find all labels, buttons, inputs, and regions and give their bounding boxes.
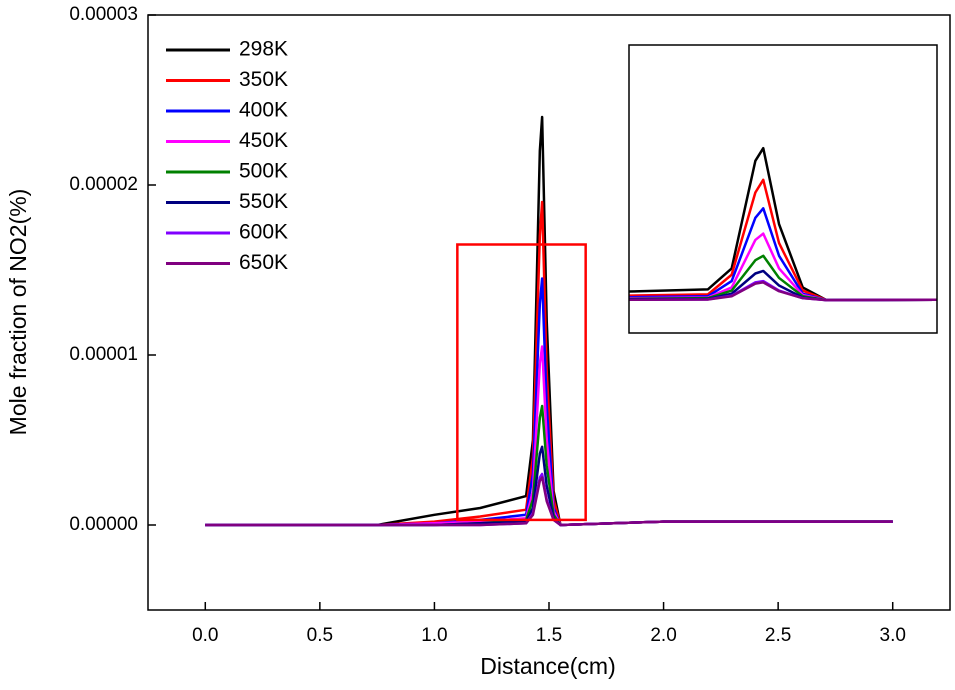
y-tick-label: 0.00002 bbox=[69, 174, 138, 195]
legend-label: 350K bbox=[239, 68, 288, 91]
legend-label: 550K bbox=[239, 190, 288, 213]
legend-label: 600K bbox=[239, 221, 288, 244]
y-tick-label: 0.00003 bbox=[69, 4, 138, 25]
inset-frame bbox=[628, 44, 938, 334]
y-axis-title: Mole fraction of NO2(%) bbox=[5, 189, 31, 436]
y-tick-label: 0.00001 bbox=[69, 344, 138, 365]
x-tick-label: 0.0 bbox=[192, 625, 218, 646]
inset-lines bbox=[629, 146, 937, 302]
legend-label: 450K bbox=[239, 129, 288, 152]
y-tick-label: 0.00000 bbox=[69, 514, 138, 535]
inset-line bbox=[629, 254, 937, 302]
x-tick-label: 0.5 bbox=[307, 625, 333, 646]
x-tick-label: 2.5 bbox=[765, 625, 791, 646]
inset-line bbox=[629, 146, 937, 302]
inset-line bbox=[629, 178, 937, 302]
inset-line bbox=[629, 207, 937, 302]
x-axis-title: Distance(cm) bbox=[480, 653, 615, 679]
inset-line bbox=[629, 281, 937, 302]
x-tick-label: 1.0 bbox=[421, 625, 447, 646]
x-tick-label: 3.0 bbox=[880, 625, 906, 646]
x-tick-label: 1.5 bbox=[536, 625, 562, 646]
inset-line bbox=[629, 269, 937, 302]
legend-label: 650K bbox=[239, 251, 288, 274]
inset-background bbox=[629, 45, 937, 333]
x-tick-label: 2.0 bbox=[650, 625, 676, 646]
legend-label: 298K bbox=[239, 38, 288, 61]
inset-line bbox=[629, 232, 937, 302]
legend-label: 400K bbox=[239, 99, 288, 122]
highlight-box bbox=[456, 243, 587, 522]
line bbox=[205, 476, 893, 527]
legend-label: 500K bbox=[239, 160, 288, 183]
